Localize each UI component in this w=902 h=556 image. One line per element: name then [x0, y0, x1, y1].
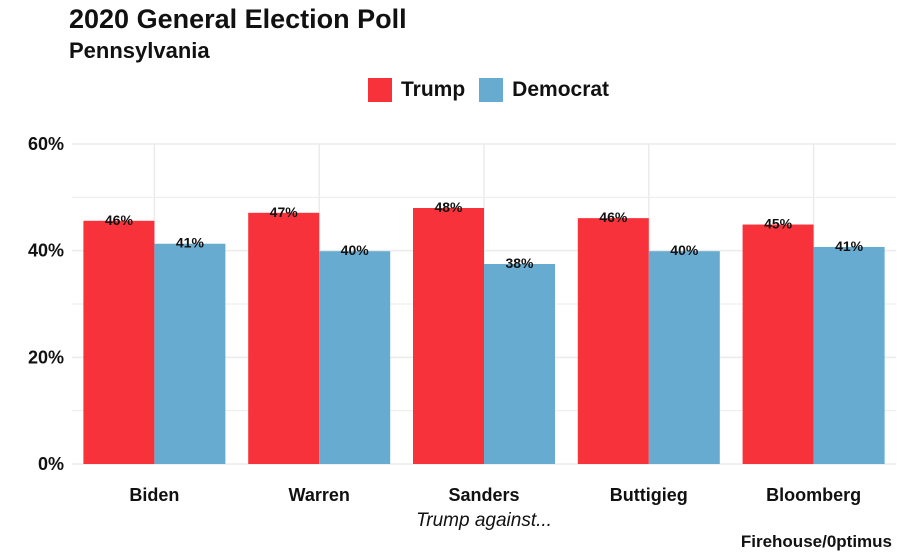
bar-trump-bloomberg: [742, 224, 814, 464]
data-label-trump-sanders: 48%: [434, 199, 463, 215]
bar-democrat-bloomberg: [813, 246, 885, 464]
bar-trump-sanders: [413, 208, 484, 464]
y-tick-label: 40%: [28, 241, 64, 261]
bar-democrat-warren: [319, 251, 391, 464]
data-label-democrat-buttigieg: 40%: [670, 242, 699, 258]
data-label-trump-biden: 46%: [105, 212, 134, 228]
bar-democrat-buttigieg: [648, 251, 720, 464]
y-tick-label: 0%: [38, 454, 64, 474]
bar-trump-warren: [248, 212, 320, 464]
x-tick-label: Bloomberg: [766, 485, 861, 505]
y-tick-label: 60%: [28, 134, 64, 154]
legend-label-democrat: Democrat: [512, 78, 610, 101]
legend-item-democrat: Democrat: [479, 78, 609, 102]
y-tick-label: 20%: [28, 347, 64, 367]
bar-trump-biden: [83, 220, 155, 464]
data-label-democrat-warren: 40%: [341, 242, 370, 258]
legend-swatch-trump: [368, 78, 392, 102]
x-tick-label: Biden: [129, 485, 179, 505]
chart-title: 2020 General Election Poll: [69, 4, 407, 34]
legend-label-trump: Trump: [401, 78, 466, 101]
data-label-democrat-biden: 41%: [176, 235, 205, 251]
bar-democrat-biden: [154, 243, 226, 464]
x-tick-label: Sanders: [448, 485, 519, 505]
bar-democrat-sanders: [484, 264, 555, 464]
x-tick-label: Warren: [289, 485, 350, 505]
legend: Trump Democrat: [368, 78, 623, 102]
x-axis-title: Trump against...: [416, 510, 552, 531]
legend-item-trump: Trump: [368, 78, 465, 102]
chart-subtitle: Pennsylvania: [69, 38, 210, 63]
data-label-trump-bloomberg: 45%: [764, 216, 793, 232]
legend-swatch-democrat: [479, 78, 504, 102]
data-label-trump-warren: 47%: [270, 204, 299, 220]
bar-trump-buttigieg: [577, 218, 649, 464]
data-label-democrat-sanders: 38%: [505, 255, 534, 271]
source-caption: Firehouse/0ptimus: [740, 532, 892, 551]
data-label-trump-buttigieg: 46%: [599, 209, 628, 225]
data-label-democrat-bloomberg: 41%: [835, 238, 864, 254]
x-tick-label: Buttigieg: [610, 485, 688, 505]
